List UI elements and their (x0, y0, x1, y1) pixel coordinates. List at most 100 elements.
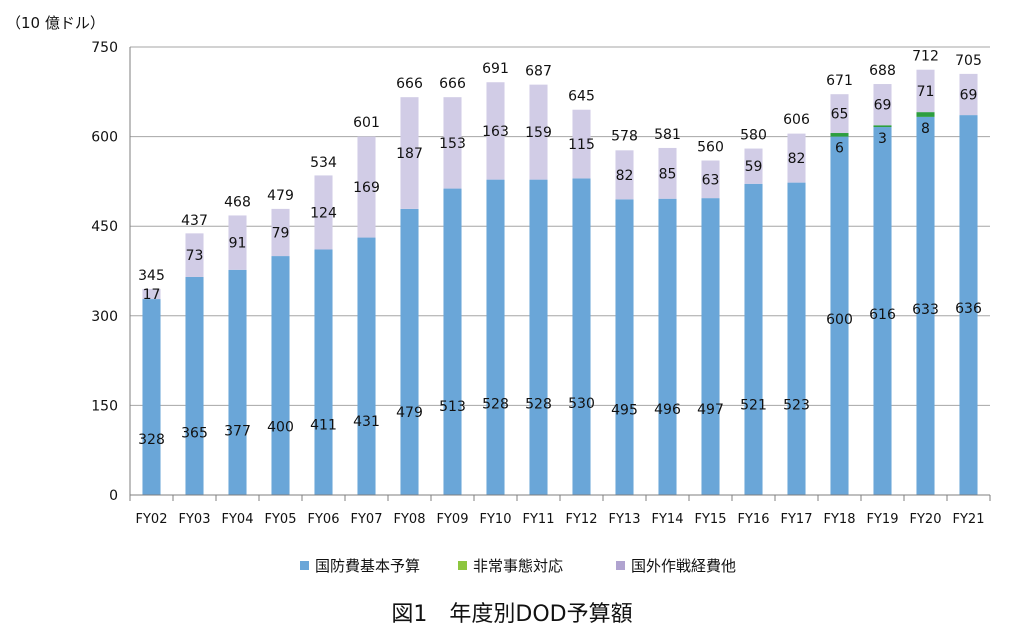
data-label: 69 (960, 87, 978, 103)
x-tick-label: FY21 (953, 512, 985, 527)
x-tick-label: FY12 (566, 512, 598, 527)
total-label: 479 (267, 188, 294, 204)
axis-layer: 0 150 300 450 600 750 FY02 FY03 FY04 FY05 FY06 FY07… (91, 40, 991, 527)
data-label: 153 (439, 136, 466, 152)
total-label: 666 (396, 76, 423, 92)
x-tick-label: FY07 (351, 512, 383, 527)
bar-segment (744, 148, 763, 184)
bar-layer (142, 69, 978, 496)
data-label: 496 (654, 402, 681, 418)
x-tick-label: FY06 (308, 512, 340, 527)
total-label: 688 (869, 63, 896, 79)
data-label: 636 (955, 301, 982, 317)
data-label: 513 (439, 399, 466, 415)
data-label: 411 (310, 417, 337, 433)
data-label: 71 (917, 84, 935, 100)
data-label: 479 (396, 405, 423, 421)
x-tick-label: FY16 (738, 512, 770, 527)
bar-segment (873, 127, 892, 495)
bar-segment (142, 288, 161, 300)
data-label: 159 (525, 125, 552, 141)
legend: 国防費基本予算 非常事態対応 国外作戦経費他 (300, 557, 736, 575)
data-label: 73 (186, 248, 204, 264)
total-label: 437 (181, 213, 208, 229)
bar-segment (529, 179, 548, 495)
bar-segment (787, 182, 806, 495)
total-label: 534 (310, 155, 337, 171)
bar-segment (228, 215, 247, 270)
data-label: 82 (616, 168, 634, 184)
figure-caption: 図1 年度別DOD予算額 (391, 602, 633, 627)
total-label: 581 (654, 127, 681, 143)
x-tick-label: FY03 (179, 512, 211, 527)
bar-segment (443, 97, 462, 189)
x-tick-label: FY08 (394, 512, 426, 527)
data-label: 8 (921, 121, 930, 137)
bar-segment (658, 198, 677, 496)
data-label: 497 (697, 402, 724, 418)
x-tick-label: FY02 (136, 512, 168, 527)
data-label: 377 (224, 423, 251, 439)
bar-segment (400, 208, 419, 496)
bar-segment (185, 233, 204, 277)
data-label: 82 (788, 151, 806, 167)
total-label: 645 (568, 89, 595, 105)
x-tick-label: FY04 (222, 512, 254, 527)
bar-segment (357, 136, 376, 238)
data-label: 521 (740, 398, 767, 414)
bar-segment (400, 97, 419, 209)
bar-segment (787, 133, 806, 183)
legend-label: 国外作戦経費他 (631, 557, 736, 575)
x-tick-label: FY13 (609, 512, 641, 527)
legend-swatch (616, 561, 625, 570)
total-label: 712 (912, 49, 939, 65)
data-label: 69 (874, 98, 892, 114)
bar-segment (572, 178, 591, 495)
label-layer: 3281734536573437377914684007947941112453… (138, 49, 982, 449)
bar-segment (314, 249, 333, 495)
y-tick-label: 600 (91, 130, 118, 146)
data-label: 91 (229, 236, 247, 252)
data-label: 79 (272, 225, 290, 241)
y-tick-label: 0 (109, 488, 118, 504)
bar-segment (701, 160, 720, 199)
data-label: 528 (525, 396, 552, 412)
y-tick-label: 150 (91, 398, 118, 414)
x-tick-label: FY09 (437, 512, 469, 527)
data-label: 85 (659, 166, 677, 182)
bar-segment (357, 237, 376, 496)
data-label: 187 (396, 146, 423, 162)
bar-segment (615, 150, 634, 200)
data-label: 400 (267, 419, 294, 435)
total-label: 691 (482, 61, 509, 77)
bar-segment (529, 84, 548, 180)
total-label: 705 (955, 53, 982, 69)
data-label: 163 (482, 124, 509, 140)
data-label: 59 (745, 159, 763, 175)
data-label: 495 (611, 402, 638, 418)
bar-segment (959, 115, 978, 495)
bar-segment (701, 198, 720, 495)
bar-segment (830, 133, 849, 137)
data-label: 633 (912, 302, 939, 318)
x-tick-label: FY20 (910, 512, 942, 527)
bar-segment (916, 116, 935, 495)
grid-layer (130, 46, 990, 406)
x-tick-label: FY11 (523, 512, 555, 527)
total-label: 578 (611, 129, 638, 145)
data-label: 6 (835, 141, 844, 157)
bar-segment (443, 188, 462, 495)
total-label: 468 (224, 194, 251, 210)
bar-segment (572, 109, 591, 179)
bar-segment (486, 82, 505, 180)
data-label: 124 (310, 205, 337, 221)
bar-segment (615, 199, 634, 495)
bar-segment (744, 183, 763, 495)
bar-segment (228, 269, 247, 495)
data-label: 3 (878, 131, 887, 147)
bar-segment (486, 179, 505, 495)
total-label: 687 (525, 64, 552, 80)
x-tick-label: FY19 (867, 512, 899, 527)
total-label: 560 (697, 139, 724, 155)
